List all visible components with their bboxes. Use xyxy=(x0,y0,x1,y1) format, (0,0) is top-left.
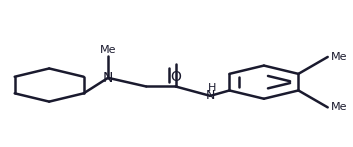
Text: N: N xyxy=(103,71,113,85)
Text: Me: Me xyxy=(331,102,348,112)
Text: H: H xyxy=(208,83,216,93)
Text: Me: Me xyxy=(100,45,116,55)
Text: N: N xyxy=(205,89,215,102)
Text: Me: Me xyxy=(331,52,348,62)
Text: O: O xyxy=(170,70,181,84)
